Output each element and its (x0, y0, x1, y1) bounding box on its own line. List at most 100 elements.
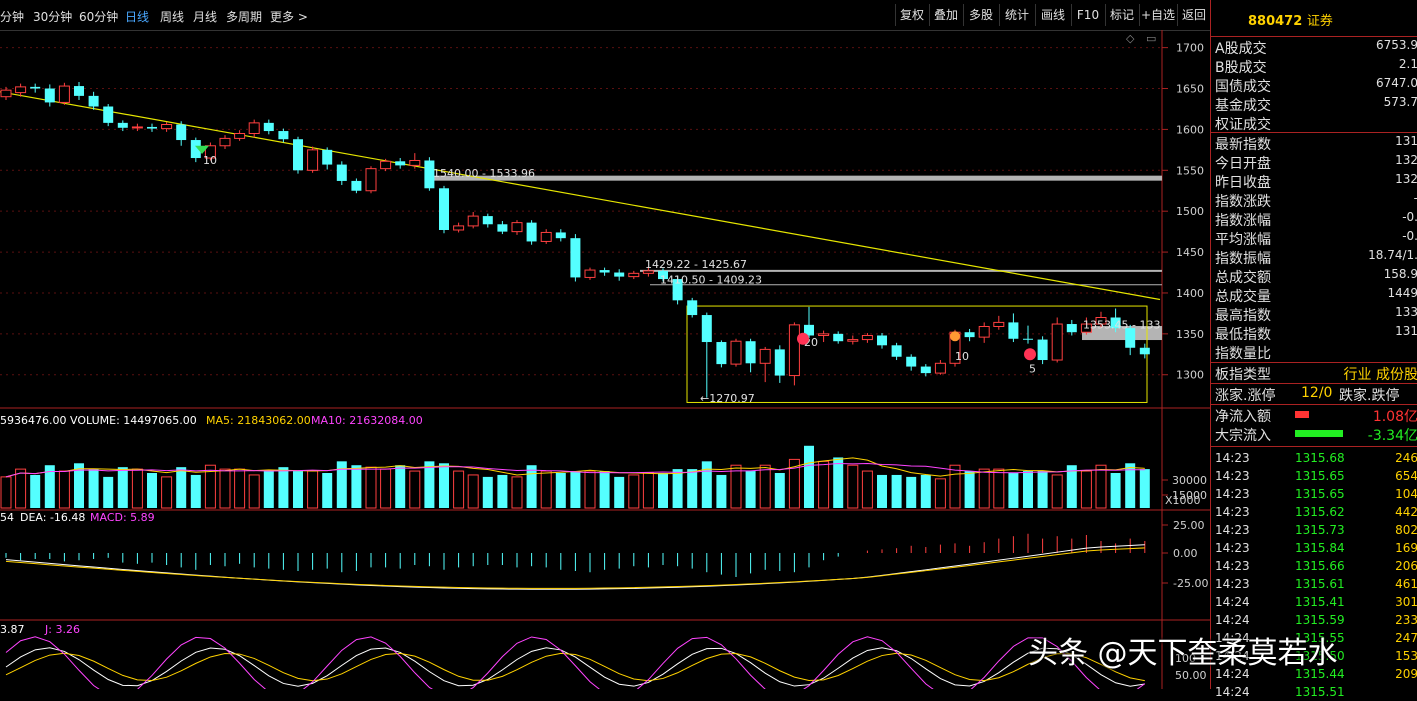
stat-label: 最高指数 (1215, 308, 1271, 324)
kline-chart-area[interactable]: 1700 1650 1600 1550 1500 1450 1400 1350 1300 1540… (0, 30, 1210, 689)
y-tick-label: 1350 (1176, 328, 1204, 341)
volume-bar (818, 460, 830, 509)
volume-bar (788, 458, 800, 509)
stat-row: 指数量比 (1215, 343, 1417, 362)
board-type-label: 板指类型 (1215, 367, 1271, 383)
candle-down (745, 341, 756, 364)
volume-bar (642, 472, 654, 509)
candle-down (687, 300, 698, 316)
volume-header: MA10: 21632084.00 (311, 414, 423, 427)
overlay-button[interactable]: 叠加 (929, 4, 962, 26)
stat-row: 最高指数 133 (1215, 305, 1417, 324)
tick-price: 1315.84 (1295, 541, 1345, 555)
candle-down (1008, 322, 1019, 339)
f10-button[interactable]: F10 (1071, 4, 1104, 26)
candle-up (788, 324, 800, 377)
volume-bar (482, 476, 493, 508)
volume-bar (861, 470, 873, 509)
volume-bar (774, 473, 785, 508)
stat-value: 158.9 (1383, 267, 1417, 281)
volume-bar (833, 457, 844, 508)
volume-bar (584, 470, 596, 509)
y-tick-label: 1400 (1176, 287, 1204, 300)
tick-price: 1315.62 (1295, 505, 1345, 519)
candle-down (1125, 328, 1136, 348)
candle-up (642, 270, 654, 274)
candle-up (307, 149, 319, 171)
candle-up (409, 159, 421, 166)
tick-time: 14:23 (1215, 505, 1250, 519)
stat-value: - (1414, 191, 1417, 205)
period-tab-min[interactable]: 分钟 (0, 10, 25, 24)
kdj-tick-label: 100 (1175, 652, 1196, 665)
volume-bar (103, 476, 114, 508)
tick-volume: 301 (1395, 595, 1417, 609)
period-tab-multi[interactable]: 多周期 (226, 10, 263, 24)
signal-count: 10 (203, 154, 217, 167)
draw-line-button[interactable]: 画线 (1035, 4, 1070, 26)
stat-row: 指数涨跌 - (1215, 191, 1417, 210)
candle-up (861, 334, 873, 341)
multi-stock-button[interactable]: 多股 (963, 4, 998, 26)
volume-bar (263, 471, 274, 508)
candle-down (278, 131, 289, 140)
candle-down (424, 160, 435, 189)
consolidation-box (686, 305, 1148, 403)
candle-down (804, 324, 814, 336)
candle-down (672, 279, 683, 301)
panel-separator (1211, 132, 1417, 133)
macd-dea-line (5, 547, 1145, 589)
period-tab-monthly[interactable]: 月线 (193, 10, 218, 24)
tick-price: 1315.61 (1295, 577, 1345, 591)
board-type-row: 板指类型 行业 成份股 (1215, 364, 1417, 383)
period-tab-60min[interactable]: 60分钟 (79, 10, 119, 24)
volume-bar (891, 474, 902, 508)
candle-up (365, 168, 377, 192)
candle-down (44, 88, 55, 103)
period-tab-weekly[interactable]: 周线 (160, 10, 185, 24)
watermark: 头条 @天下奎柔莫若水 (1028, 636, 1338, 671)
fuquan-button[interactable]: 复权 (895, 4, 928, 26)
stat-label: 最新指数 (1215, 137, 1271, 153)
tick-time: 14:24 (1215, 631, 1250, 645)
candle-down (920, 366, 931, 374)
tick-time: 14:23 (1215, 451, 1250, 465)
candle-down (526, 222, 537, 242)
period-tab-daily[interactable]: 日线 (125, 10, 150, 24)
candle-up (15, 86, 27, 94)
period-tab-more[interactable]: 更多 > (270, 10, 308, 24)
stat-label: 指数量比 (1215, 346, 1271, 362)
period-tab-30min[interactable]: 30分钟 (33, 10, 73, 24)
statistics-button[interactable]: 统计 (999, 4, 1034, 26)
stat-value: 6753.9 (1376, 38, 1417, 52)
index-code: 880472 证券 (1248, 14, 1333, 29)
back-button[interactable]: 返回 (1177, 4, 1210, 26)
kdj-k-line (5, 647, 1145, 687)
tick-row: 14:23 1315.65 104 (1215, 485, 1417, 503)
volume-bar (234, 468, 246, 509)
volume-bar (934, 478, 946, 509)
stat-row: 基金成交 573.7 (1215, 95, 1417, 114)
tick-row: 14:23 1315.61 461 (1215, 575, 1417, 593)
volume-bar (949, 464, 961, 509)
volume-bar (307, 470, 319, 509)
add-watchlist-button[interactable]: +自选 (1139, 4, 1176, 26)
volume-bar (847, 464, 859, 509)
mark-button[interactable]: 标记 (1105, 4, 1138, 26)
candle-down (336, 164, 347, 181)
volume-ma10-line (5, 462, 1145, 478)
tick-volume: 802 (1395, 523, 1417, 537)
candle-down (103, 106, 114, 123)
tick-price: 1315.68 (1295, 451, 1345, 465)
stat-value: 18.74/1. (1368, 248, 1417, 262)
volume-bar (511, 476, 523, 509)
y-tick-label: 1600 (1176, 123, 1204, 136)
volume-bar (248, 474, 260, 509)
candle-down (658, 270, 668, 280)
candle-up (1051, 323, 1063, 361)
candle-down (497, 224, 508, 232)
panel-title: 880472 证券 (1211, 0, 1417, 37)
tick-time: 14:23 (1215, 469, 1250, 483)
flow-value: -3.34亿 (1367, 428, 1417, 444)
volume-bar (1037, 471, 1048, 508)
